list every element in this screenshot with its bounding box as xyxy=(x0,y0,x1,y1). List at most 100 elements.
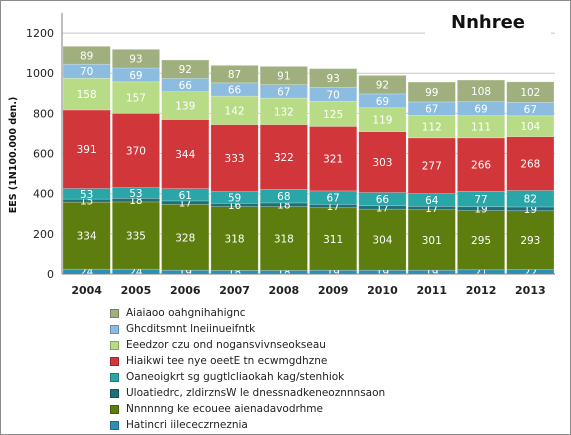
legend-item: Hiaikwi tee nye oeetE tn ecwmgdhzne xyxy=(110,353,530,369)
bar-segment xyxy=(210,65,259,84)
x-tick-label: 2009 xyxy=(318,284,349,297)
title-box xyxy=(425,9,551,35)
y-tick-label: 1000 xyxy=(26,67,54,80)
legend-item: Nnnnnng ke ecouee aienadavodrhme xyxy=(110,401,530,417)
data-label: 66 xyxy=(228,84,242,96)
data-label: 99 xyxy=(425,87,438,99)
data-label: 293 xyxy=(520,235,540,247)
bar-segment xyxy=(457,210,506,271)
data-label: 61 xyxy=(179,190,192,202)
bar-segment xyxy=(161,188,210,202)
bar-segment xyxy=(407,81,456,103)
x-tick-label: 2005 xyxy=(121,284,152,297)
data-label: 111 xyxy=(471,122,491,134)
bar-segment xyxy=(506,210,555,270)
data-label: 311 xyxy=(323,234,343,246)
legend-label: Eeedzor czu ond nogansvivnseokseau xyxy=(126,339,326,351)
x-tick-label: 2011 xyxy=(416,284,447,297)
data-label: 104 xyxy=(520,121,540,133)
y-tick-label: 400 xyxy=(33,188,54,201)
data-label: 158 xyxy=(77,89,97,101)
data-label: 334 xyxy=(77,231,97,243)
bar-segment xyxy=(407,101,456,116)
data-label: 108 xyxy=(471,86,491,98)
y-tick-label: 1200 xyxy=(26,27,54,40)
data-label: 70 xyxy=(326,89,339,101)
data-label: 69 xyxy=(376,96,389,108)
legend-swatch xyxy=(110,372,119,382)
data-label: 22 xyxy=(524,267,537,279)
data-label: 303 xyxy=(372,157,392,169)
data-label: 157 xyxy=(126,93,146,105)
data-label: 391 xyxy=(77,144,97,156)
data-label: 64 xyxy=(425,195,439,207)
data-label: 66 xyxy=(179,80,193,92)
data-label: 318 xyxy=(225,233,245,245)
data-label: 21 xyxy=(474,267,487,279)
data-label: 139 xyxy=(175,101,195,113)
data-label: 142 xyxy=(225,105,245,117)
bar-segment xyxy=(111,49,160,69)
data-label: 67 xyxy=(277,86,290,98)
bar-segment xyxy=(309,126,358,192)
bar-segment xyxy=(259,206,308,271)
legend-item: Eeedzor czu ond nogansvivnseokseau xyxy=(110,337,530,353)
legend-item: Ghcditsmnt lneiinueifntk xyxy=(110,321,530,337)
data-label: 53 xyxy=(80,189,93,201)
legend-swatch xyxy=(110,324,119,334)
data-label: 328 xyxy=(175,232,195,244)
bar-segment xyxy=(62,46,111,65)
legend-swatch xyxy=(110,356,119,366)
bar-segment xyxy=(161,119,210,189)
bar-segment xyxy=(309,101,358,127)
legend-item: Oaneoigkrt sg gugtlcliaokah kag/stenhiok xyxy=(110,369,530,385)
legend-swatch xyxy=(110,308,119,318)
bar-segment xyxy=(111,187,160,199)
data-label: 24 xyxy=(129,267,143,279)
data-label: 132 xyxy=(274,106,294,118)
data-label: 67 xyxy=(425,104,438,116)
data-label: 119 xyxy=(372,115,392,127)
data-label: 77 xyxy=(474,194,487,206)
bar-segment xyxy=(407,137,456,194)
bar-segment xyxy=(358,75,407,95)
data-label: 268 xyxy=(520,159,540,171)
y-tick-label: 0 xyxy=(47,268,54,281)
x-tick-label: 2010 xyxy=(367,284,398,297)
data-label: 318 xyxy=(274,233,294,245)
data-label: 69 xyxy=(474,104,487,116)
legend-label: Ghcditsmnt lneiinueifntk xyxy=(126,323,256,335)
data-label: 24 xyxy=(80,267,94,279)
data-label: 304 xyxy=(372,235,392,247)
data-label: 92 xyxy=(179,64,192,76)
bar-segment xyxy=(506,81,555,103)
data-label: 66 xyxy=(376,194,390,206)
legend-label: Hiaikwi tee nye oeetE tn ecwmgdhzne xyxy=(126,355,328,367)
bar-segment xyxy=(210,124,259,192)
data-label: 301 xyxy=(422,235,442,247)
data-label: 87 xyxy=(228,69,241,81)
bar-segment xyxy=(358,131,407,193)
x-tick-label: 2004 xyxy=(71,284,102,297)
legend-label: Aiaiaoo oahgnihahignc xyxy=(126,307,246,319)
data-label: 370 xyxy=(126,146,146,158)
bar-segment xyxy=(259,97,308,125)
bar-segment xyxy=(210,206,259,271)
legend-item: Aiaiaoo oahgnihahignc xyxy=(110,305,530,321)
chart-title: Nnhree xyxy=(451,12,525,33)
legend: Aiaiaoo oahgnihahignc Ghcditsmnt lneiinue… xyxy=(110,305,530,433)
legend-item: Uloatiedrc, zldirznsW le dnessnadkeneozn… xyxy=(110,385,530,401)
bar-segment xyxy=(309,190,358,205)
data-label: 125 xyxy=(323,109,343,121)
bar-segment xyxy=(111,113,160,188)
data-label: 91 xyxy=(277,71,290,83)
x-tick-label: 2006 xyxy=(170,284,201,297)
data-label: 89 xyxy=(80,50,93,62)
data-label: 67 xyxy=(326,193,339,205)
data-label: 93 xyxy=(326,73,339,85)
legend-swatch xyxy=(110,340,119,350)
data-label: 333 xyxy=(225,153,245,165)
bars: 2433415533911587089243351853370157699319… xyxy=(62,46,555,279)
bar-segment xyxy=(259,66,308,85)
